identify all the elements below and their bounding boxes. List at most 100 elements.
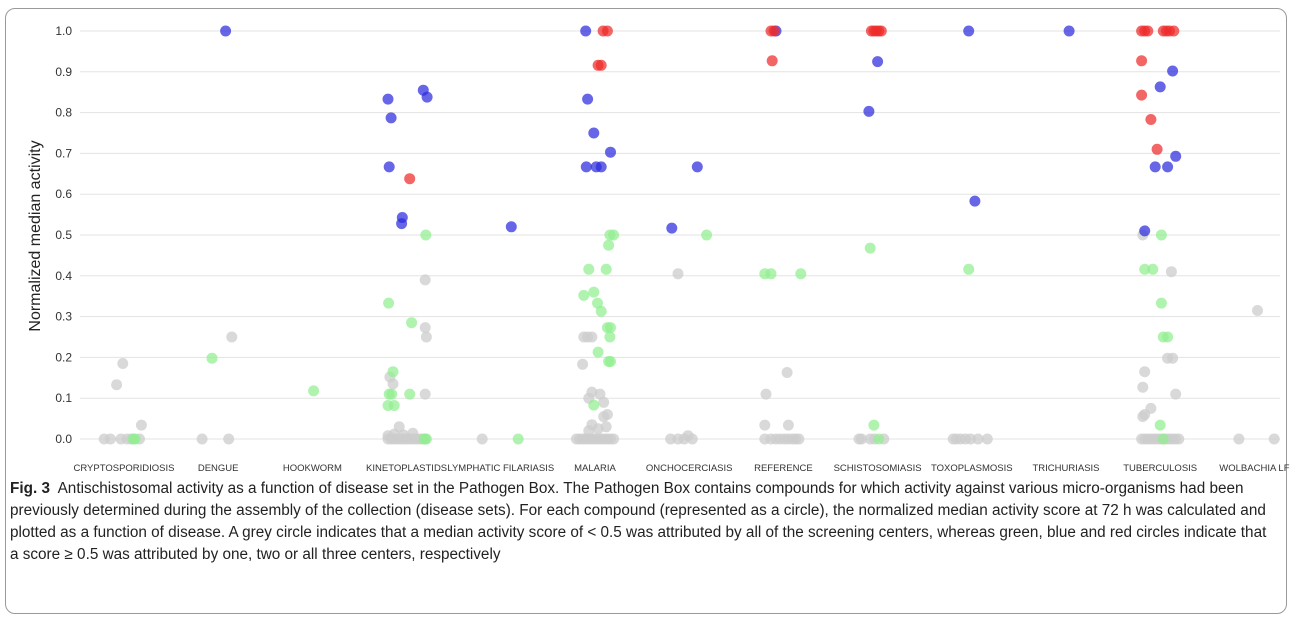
data-point-grey (104, 433, 116, 445)
data-point-grey (598, 411, 610, 423)
data-point-blue (963, 25, 975, 37)
data-point-blue (396, 212, 408, 223)
data-point-green (873, 433, 885, 445)
data-point-blue (1154, 81, 1166, 93)
data-point-blue (580, 25, 592, 37)
data-point-grey (407, 427, 419, 439)
x-category-label: MALARIA (574, 463, 616, 474)
data-point-red (1168, 25, 1180, 37)
data-point-green (583, 263, 595, 275)
x-category-label: SCHISTOSOMIASIS (834, 463, 922, 474)
data-point-grey (594, 388, 606, 400)
data-point-red (766, 55, 778, 67)
data-point-grey (1165, 266, 1177, 278)
data-points (98, 25, 1280, 445)
figure-frame (5, 8, 1287, 614)
data-point-grey (864, 433, 876, 445)
data-point-green (963, 263, 975, 275)
data-point-grey (393, 421, 405, 433)
x-category-label: TOXOPLASMOSIS (931, 463, 1013, 474)
data-point-grey (196, 433, 208, 445)
data-point-red (404, 173, 416, 185)
y-tick-label: 0.2 (55, 350, 72, 364)
x-category-label: TUBERCULOSIS (1123, 463, 1197, 474)
data-point-grey (1268, 433, 1280, 445)
data-point-green (701, 229, 713, 241)
data-point-grey (135, 419, 147, 431)
data-point-grey (856, 433, 867, 445)
data-point-grey (608, 433, 620, 445)
data-point-grey (577, 358, 589, 370)
data-point-green (512, 433, 524, 445)
data-point-green (404, 388, 416, 400)
data-point-blue (691, 161, 703, 173)
data-point-grey (781, 367, 793, 378)
data-point-green (600, 263, 612, 275)
x-category-label: REFERENCE (754, 463, 813, 474)
data-point-green (588, 286, 600, 298)
data-point-red (595, 59, 607, 71)
data-point-blue (872, 56, 884, 68)
y-axis-ticks: 0.0 0.1 0.2 0.3 0.4 0.5 0.6 0.7 0.8 0.9 1.0 (55, 24, 72, 446)
data-point-blue (969, 195, 981, 207)
data-point-grey (419, 388, 431, 400)
data-point-blue (666, 222, 678, 234)
data-point-green (603, 239, 615, 251)
y-tick-label: 0.1 (55, 391, 72, 405)
data-point-grey (419, 274, 431, 286)
data-point-blue (588, 127, 600, 139)
data-point-blue (1170, 150, 1182, 162)
data-point-green (1147, 263, 1159, 275)
data-point-grey (1167, 352, 1179, 364)
y-tick-label: 0.3 (55, 310, 72, 324)
y-tick-label: 0.0 (55, 432, 72, 446)
caption-text: Antischistosomal activity as a function … (10, 480, 1267, 563)
data-point-red (601, 25, 613, 37)
x-category-label: CRYPTOSPORIDIOSIS (73, 463, 174, 474)
data-point-red (1142, 25, 1154, 37)
data-point-green (608, 229, 620, 241)
data-point-green (386, 388, 398, 400)
data-point-grey (672, 268, 684, 280)
data-point-grey (1145, 402, 1157, 414)
y-tick-label: 0.5 (55, 228, 72, 242)
data-point-green (1155, 229, 1167, 241)
data-point-grey (476, 433, 488, 445)
data-point-green (864, 242, 876, 254)
x-category-label: WOLBACHIA LF (1219, 463, 1289, 474)
data-point-green (1154, 419, 1166, 431)
y-tick-label: 0.9 (55, 65, 72, 79)
x-category-label: DENGUE (198, 463, 239, 474)
data-point-green (795, 268, 807, 280)
data-point-grey (1233, 433, 1245, 445)
x-category-label: HOOKWORM (283, 463, 342, 474)
data-point-blue (385, 112, 397, 124)
y-tick-label: 0.7 (55, 146, 72, 160)
data-point-red (1145, 114, 1157, 125)
data-point-grey (111, 379, 123, 391)
data-point-grey (682, 430, 694, 442)
data-point-green (308, 385, 320, 397)
data-point-grey (600, 421, 612, 433)
y-tick-label: 0.4 (55, 269, 72, 283)
data-point-grey (1139, 366, 1151, 378)
data-point-grey (398, 429, 409, 441)
data-point-grey (1252, 305, 1263, 316)
data-point-grey (981, 433, 993, 445)
data-point-red (1136, 55, 1148, 67)
data-point-green (605, 322, 616, 334)
data-point-blue (1139, 225, 1151, 237)
data-point-blue (1063, 25, 1075, 37)
data-point-green (383, 297, 395, 309)
scatter-chart: 0.0 0.1 0.2 0.3 0.4 0.5 0.6 0.7 0.8 0.9 1.0 Normal… (27, 24, 1290, 474)
data-point-blue (382, 93, 394, 105)
x-category-label: LYMPHATIC FILARIASIS (447, 463, 554, 474)
data-point-blue (383, 161, 395, 173)
data-point-green (387, 366, 399, 378)
x-category-label: TRICHURIASIS (1032, 463, 1099, 474)
data-point-grey (223, 433, 235, 445)
data-point-blue (505, 221, 517, 233)
data-point-grey (793, 433, 805, 445)
data-point-blue (1162, 161, 1174, 173)
figure-caption: Fig. 3 Antischistosomal activity as a fu… (10, 478, 1278, 566)
